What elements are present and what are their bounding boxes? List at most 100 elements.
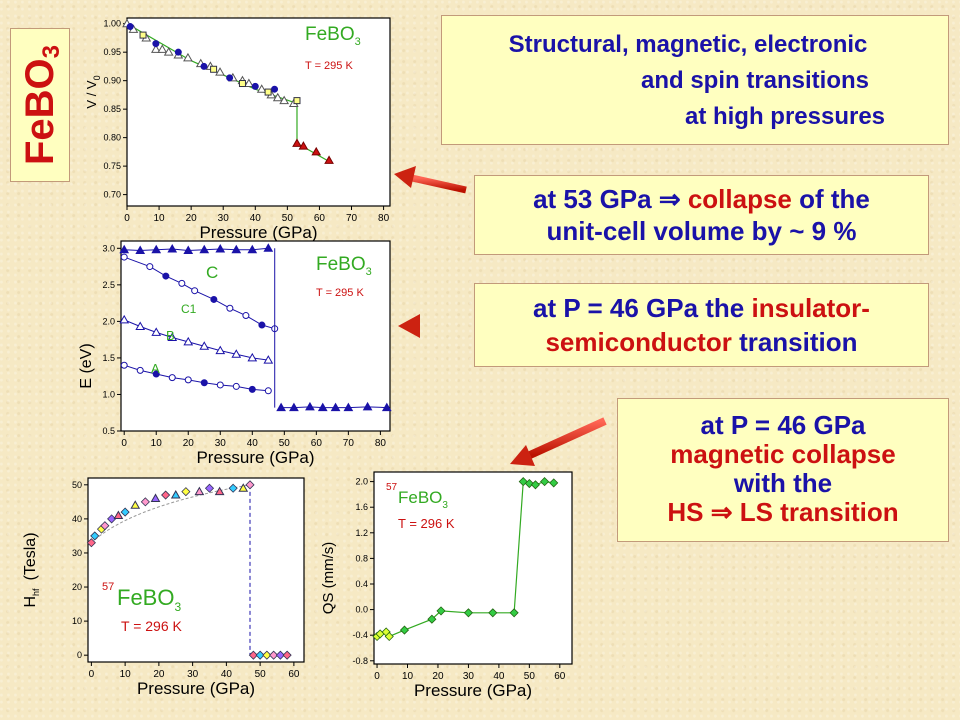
data-point	[215, 67, 225, 76]
data-point	[427, 614, 437, 624]
chart-group: 0 10 20 30 40 50 60 70 800.700.750.800.850.900.9…	[84, 17, 391, 242]
data-point	[184, 376, 192, 384]
volume-line2: unit-cell volume by ~ 9 %	[546, 216, 857, 246]
x-tick-label: 20	[186, 213, 198, 224]
data-point	[191, 287, 199, 295]
data-point	[210, 295, 218, 303]
data-point	[151, 244, 162, 254]
data-point	[170, 490, 181, 499]
y-tick-label: 1.0	[102, 389, 115, 399]
series-line	[124, 319, 269, 361]
data-point	[263, 355, 274, 364]
arrow-to-energy-plot	[398, 314, 466, 338]
y-tick-label: 50	[72, 480, 82, 490]
y-tick-label: 10	[72, 616, 82, 626]
data-point	[139, 31, 147, 39]
isotope-label: 57	[386, 482, 398, 493]
data-point	[181, 487, 191, 497]
data-point	[317, 402, 328, 412]
data-point	[381, 402, 392, 412]
insulator-line1: at P = 46 GPa the insulator-	[533, 293, 870, 323]
y-tick-label: 3.0	[102, 243, 115, 253]
data-point	[305, 401, 315, 411]
y-tick-label: 1.6	[355, 502, 368, 512]
headline-callout: Structural, magnetic, electronic and spi…	[441, 15, 949, 145]
x-tick-label: 20	[432, 671, 444, 682]
series-annotation: A	[151, 361, 160, 376]
x-tick-label: 70	[346, 213, 358, 224]
data-point	[247, 352, 258, 362]
x-tick-label: 60	[311, 438, 323, 449]
y-axis-label: QS (mm/s)	[320, 542, 337, 615]
data-point	[167, 244, 178, 253]
chart-temperature: T = 295 K	[305, 60, 353, 72]
x-tick-label: 50	[524, 671, 536, 682]
data-point	[251, 82, 259, 90]
data-point	[204, 483, 215, 493]
data-point	[200, 379, 208, 387]
y-tick-label: 40	[72, 514, 82, 524]
magnetic-line1: at P = 46 GPa	[700, 410, 866, 440]
data-point	[120, 507, 130, 517]
data-point	[276, 402, 286, 412]
data-point	[120, 253, 128, 261]
chart-temperature: T = 296 K	[121, 618, 183, 634]
data-point	[275, 650, 285, 660]
magnetic-line4: HS ⇒ LS transition	[667, 497, 899, 527]
chart-compound-sub: 3	[442, 500, 448, 511]
x-tick-label: 0	[89, 669, 95, 680]
data-point	[226, 304, 234, 312]
series-line	[124, 364, 269, 392]
data-point	[298, 141, 309, 150]
data-point	[279, 95, 290, 105]
data-point	[343, 402, 354, 412]
data-point	[135, 245, 146, 254]
x-tick-label: 40	[221, 669, 233, 680]
data-point	[245, 480, 255, 490]
chart-compound-sub: 3	[355, 36, 361, 48]
data-point	[162, 272, 170, 280]
y-tick-label: 20	[72, 582, 82, 592]
arrow-to-volume-plot	[394, 166, 467, 194]
chart-compound: FeBO3	[117, 585, 181, 614]
data-point	[311, 146, 322, 156]
data-point	[293, 97, 301, 105]
chart-compound: FeBO3	[316, 254, 372, 278]
data-point	[436, 606, 446, 616]
y-axis-label: V / V0	[84, 75, 102, 108]
x-tick-label: 0	[124, 213, 130, 224]
data-point	[216, 381, 224, 389]
data-point	[231, 244, 242, 254]
insulator-line2: semiconductor transition	[545, 327, 858, 357]
x-tick-label: 0	[121, 438, 127, 449]
headline-line3: at high pressures	[684, 103, 886, 130]
data-point	[248, 385, 256, 393]
data-point	[258, 321, 266, 329]
y-tick-label: 0.8	[355, 553, 368, 563]
series-line	[124, 247, 269, 252]
data-point	[238, 483, 249, 492]
y-tick-label: 0.90	[103, 76, 121, 86]
y-tick-label: 0.5	[102, 426, 115, 436]
x-axis-label: Pressure (GPa)	[414, 681, 532, 700]
data-point	[107, 514, 117, 524]
data-point	[292, 138, 302, 147]
x-tick-label: 40	[493, 671, 505, 682]
y-axis-label-unit: (Tesla)	[22, 532, 39, 580]
data-point	[136, 366, 144, 374]
y-axis-label-sub: 0	[92, 75, 102, 80]
title-box: FeBO3	[10, 28, 70, 182]
data-point	[119, 244, 130, 254]
data-point	[210, 65, 218, 73]
data-point	[168, 374, 176, 382]
x-tick-label: 50	[279, 438, 291, 449]
headline-line2: and spin transitions	[640, 67, 870, 94]
x-tick-label: 20	[153, 669, 165, 680]
insulator-callout: at P = 46 GPa the insulator- semiconduct…	[474, 283, 929, 367]
x-tick-label: 70	[343, 438, 355, 449]
data-point	[161, 490, 171, 500]
data-point	[150, 493, 161, 502]
x-axis-label: Pressure (GPa)	[199, 223, 317, 242]
